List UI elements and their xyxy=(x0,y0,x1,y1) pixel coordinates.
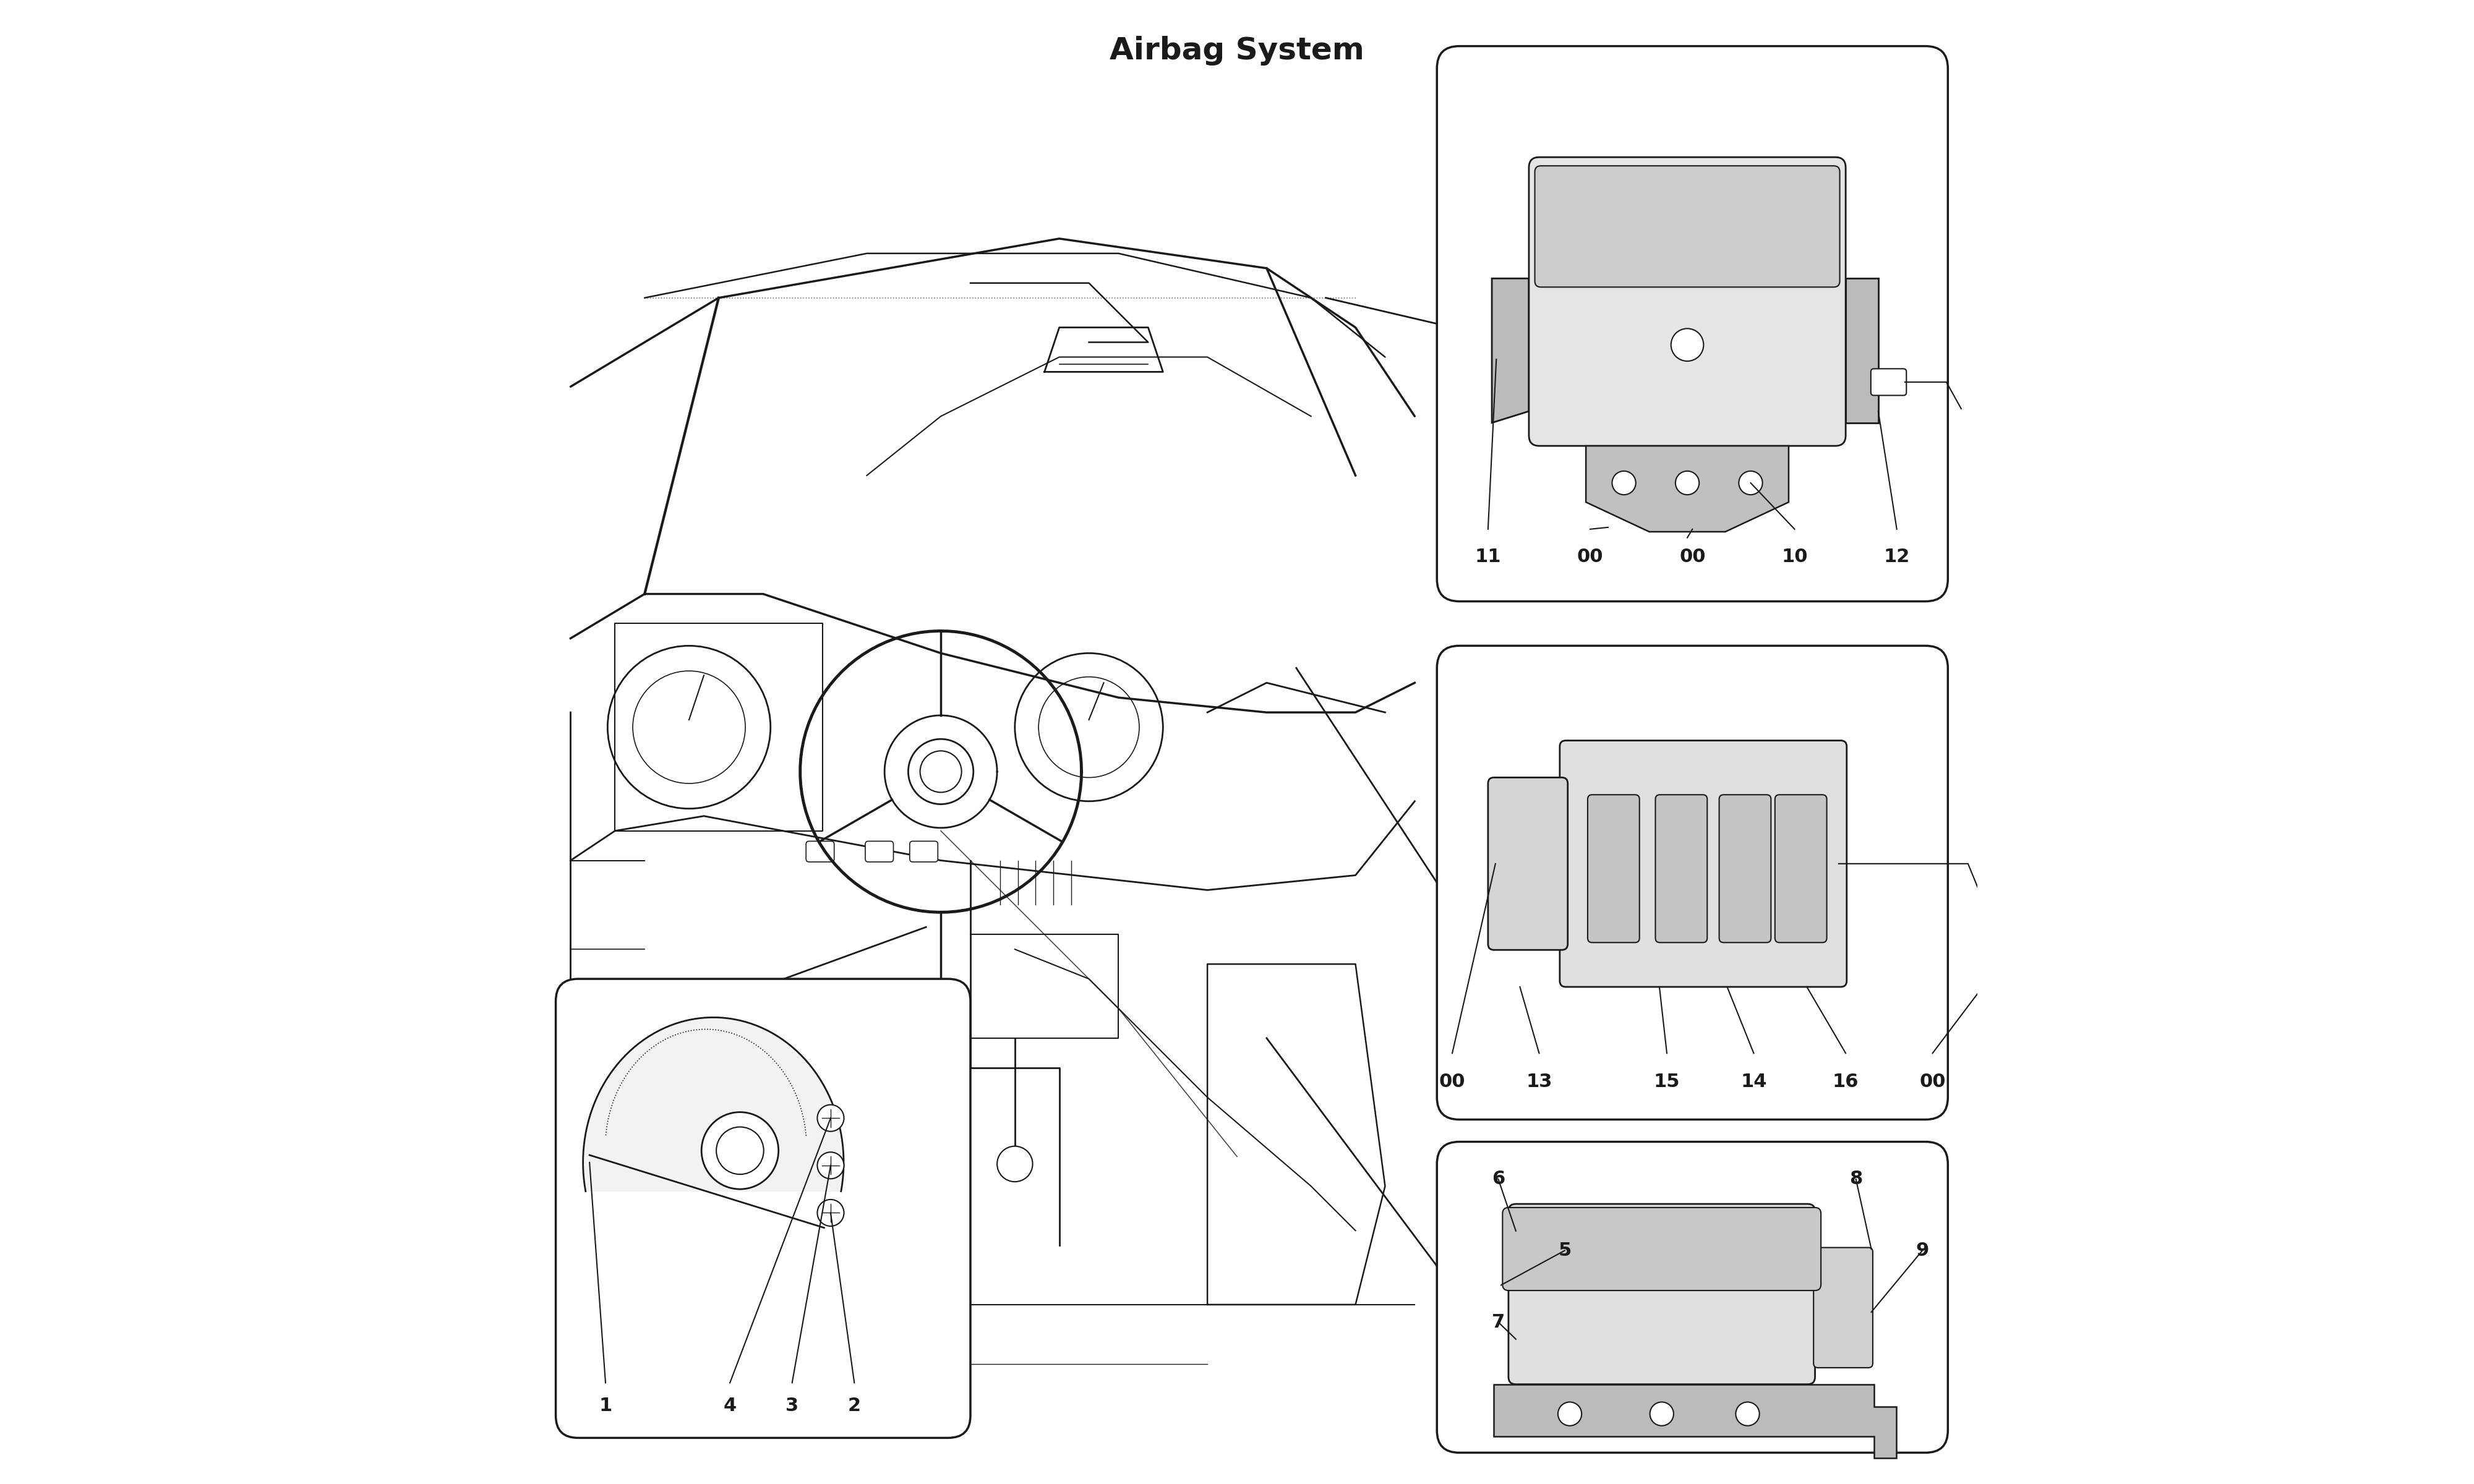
FancyBboxPatch shape xyxy=(866,841,893,862)
FancyBboxPatch shape xyxy=(1437,1141,1947,1453)
Circle shape xyxy=(1670,328,1705,361)
Text: 9: 9 xyxy=(1915,1242,1930,1260)
Text: 12: 12 xyxy=(1883,548,1910,565)
Circle shape xyxy=(1675,470,1700,494)
Text: 7: 7 xyxy=(1492,1313,1504,1331)
Text: 8: 8 xyxy=(1851,1169,1863,1189)
FancyBboxPatch shape xyxy=(807,841,834,862)
FancyBboxPatch shape xyxy=(1655,795,1707,942)
Text: 00: 00 xyxy=(1440,1073,1465,1091)
Circle shape xyxy=(1613,470,1635,494)
FancyBboxPatch shape xyxy=(1487,778,1569,950)
FancyBboxPatch shape xyxy=(1534,166,1841,286)
FancyBboxPatch shape xyxy=(910,841,938,862)
FancyBboxPatch shape xyxy=(1437,46,1947,601)
Text: 1: 1 xyxy=(599,1396,611,1414)
Polygon shape xyxy=(1846,279,1878,423)
FancyBboxPatch shape xyxy=(1437,646,1947,1119)
FancyBboxPatch shape xyxy=(1529,157,1846,445)
FancyBboxPatch shape xyxy=(1502,1208,1821,1291)
FancyBboxPatch shape xyxy=(1813,1248,1873,1368)
Polygon shape xyxy=(1586,445,1789,531)
Circle shape xyxy=(1992,920,2019,945)
Text: 4: 4 xyxy=(722,1396,737,1414)
FancyBboxPatch shape xyxy=(1509,1204,1816,1385)
Circle shape xyxy=(816,1199,844,1226)
Text: 10: 10 xyxy=(1781,548,1808,565)
Circle shape xyxy=(1737,1402,1759,1426)
Text: 14: 14 xyxy=(1742,1073,1766,1091)
Circle shape xyxy=(703,1112,779,1189)
Circle shape xyxy=(1739,470,1761,494)
Text: 00: 00 xyxy=(1576,548,1603,565)
Text: 16: 16 xyxy=(1833,1073,1858,1091)
Text: Airbag System: Airbag System xyxy=(1111,36,1363,65)
Text: 00: 00 xyxy=(1920,1073,1945,1091)
Text: 11: 11 xyxy=(1475,548,1502,565)
FancyBboxPatch shape xyxy=(1719,795,1771,942)
Circle shape xyxy=(908,739,972,804)
Text: 00: 00 xyxy=(1680,548,1705,565)
Text: 2: 2 xyxy=(849,1396,861,1414)
FancyBboxPatch shape xyxy=(1870,368,1907,395)
Text: 13: 13 xyxy=(1526,1073,1551,1091)
Polygon shape xyxy=(1494,1385,1898,1459)
Circle shape xyxy=(1559,1402,1581,1426)
Circle shape xyxy=(816,1152,844,1178)
Text: 15: 15 xyxy=(1653,1073,1680,1091)
Text: 6: 6 xyxy=(1492,1169,1504,1189)
Circle shape xyxy=(816,1104,844,1131)
Text: 5: 5 xyxy=(1559,1242,1571,1260)
Circle shape xyxy=(997,1146,1032,1181)
FancyBboxPatch shape xyxy=(1774,795,1826,942)
Polygon shape xyxy=(584,1018,844,1192)
FancyBboxPatch shape xyxy=(1588,795,1640,942)
FancyBboxPatch shape xyxy=(557,979,970,1438)
FancyBboxPatch shape xyxy=(1559,741,1846,987)
Text: 3: 3 xyxy=(787,1396,799,1414)
Circle shape xyxy=(1650,1402,1672,1426)
Polygon shape xyxy=(1492,279,1529,423)
